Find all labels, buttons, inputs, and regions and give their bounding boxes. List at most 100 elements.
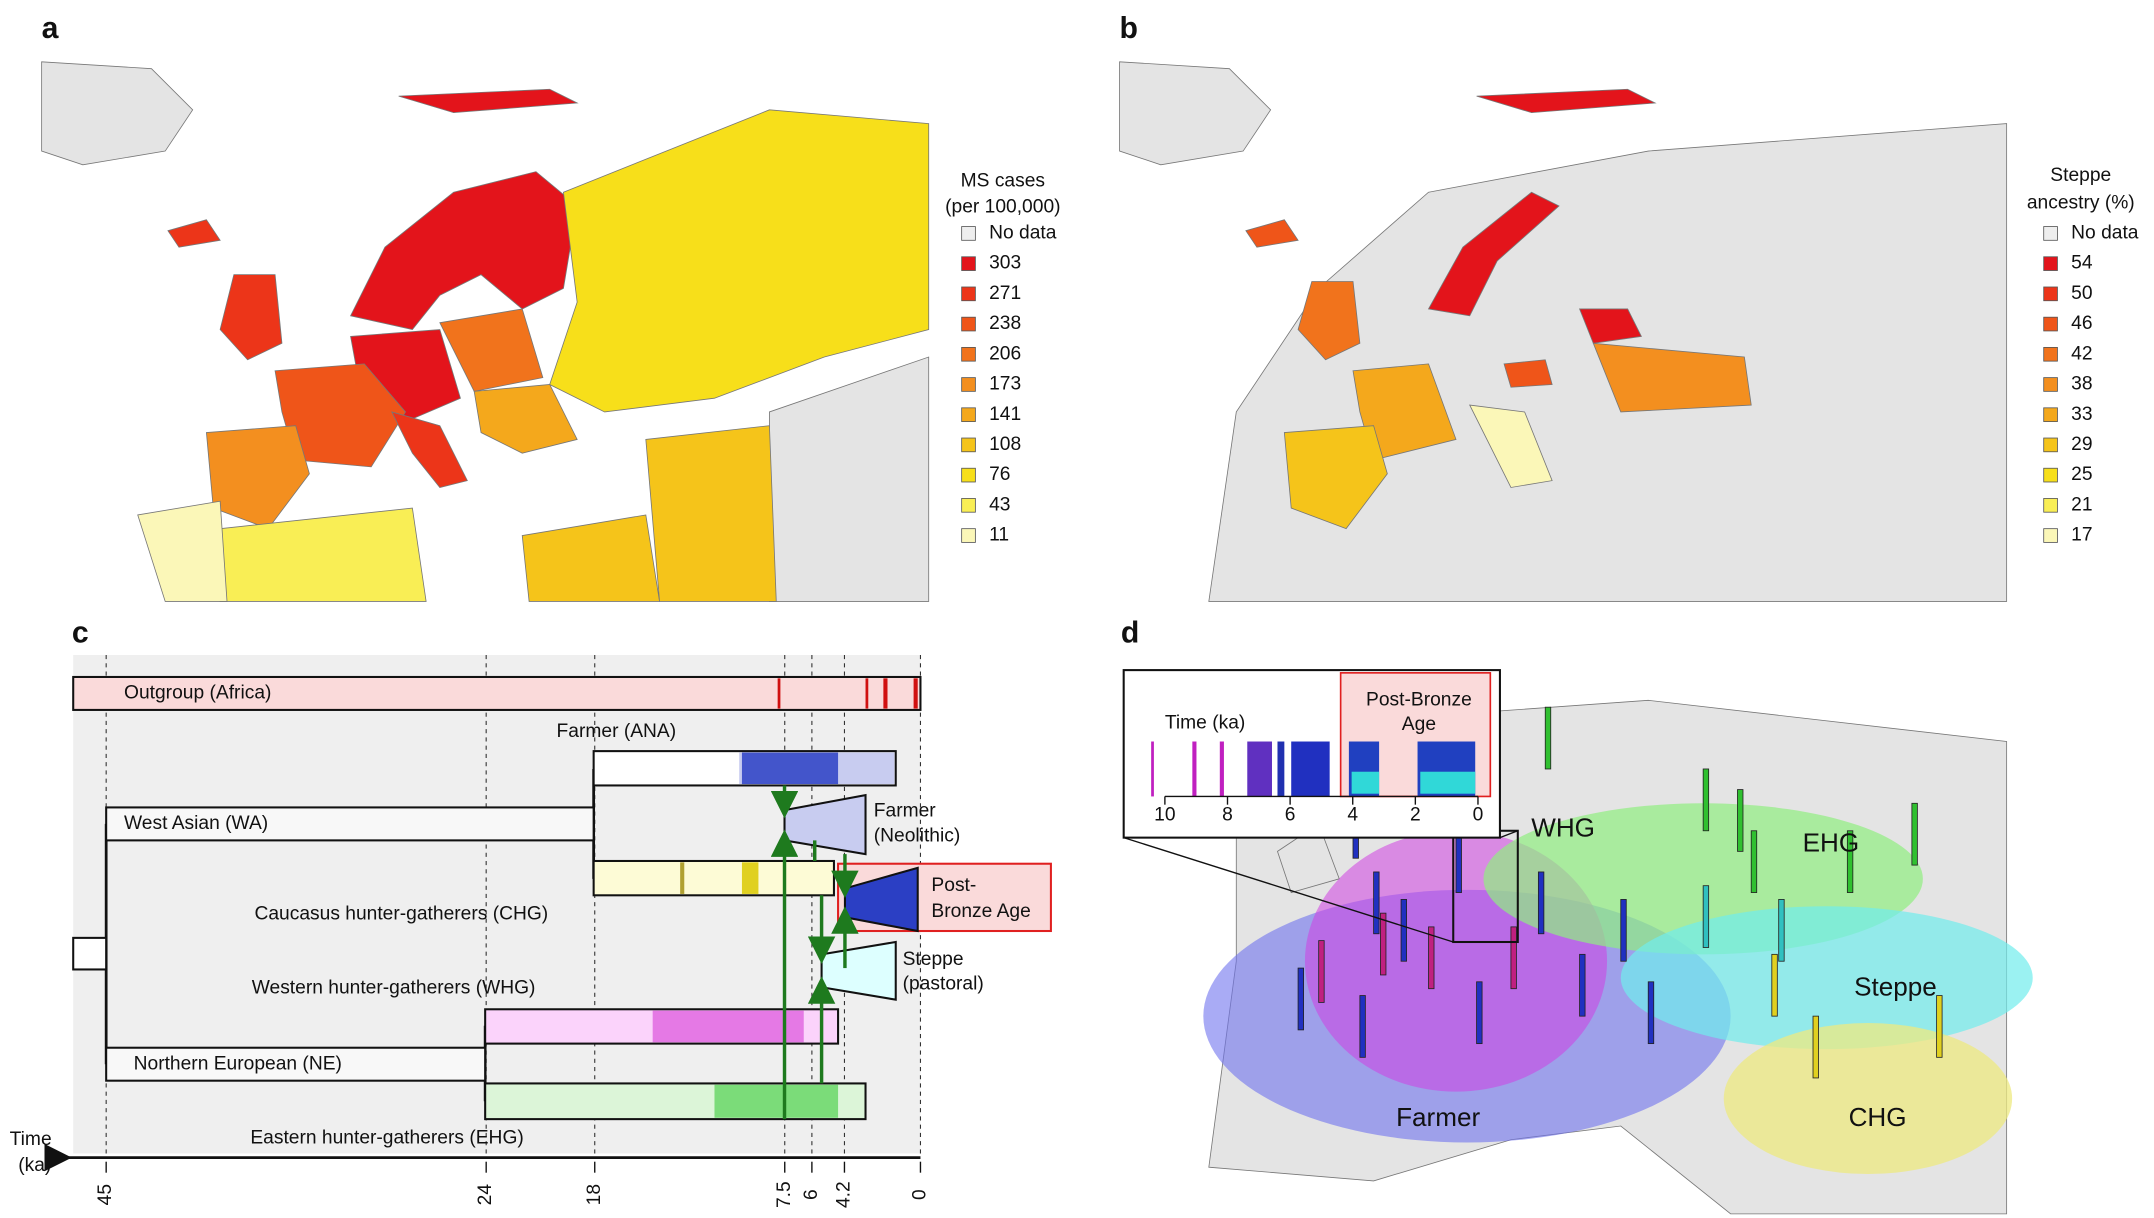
- legend-label: No data: [2071, 223, 2139, 244]
- legend-title: Steppe: [2050, 165, 2111, 186]
- sample-bar: [1400, 899, 1407, 962]
- legend-swatch: [961, 528, 976, 543]
- legend-swatch: [2043, 316, 2058, 332]
- sample-bar: [1297, 967, 1304, 1031]
- ana-samples: [741, 752, 839, 785]
- legend-label: 206: [989, 343, 1021, 364]
- x-tick-label: 2: [1410, 805, 1421, 826]
- x-tick-label: 45: [95, 1184, 116, 1205]
- sample-bar: [1846, 830, 1854, 893]
- inset-bar: [1420, 771, 1476, 794]
- inset-bar: [1277, 741, 1285, 797]
- x-tick-label: 24: [475, 1184, 496, 1206]
- x-axis: 45 24 18 7.5 6 4.2 0: [95, 1161, 931, 1208]
- inset-bar: [1247, 741, 1272, 797]
- inset-bar: [1351, 771, 1380, 794]
- legend-swatch: [961, 226, 976, 241]
- group-label: Western hunter-gatherers (WHG): [252, 978, 536, 999]
- legend-label: 76: [989, 464, 1010, 485]
- axis-label: (ka): [18, 1155, 51, 1176]
- sample-bar: [1737, 789, 1744, 852]
- legend-label: 54: [2071, 253, 2093, 274]
- sample-bar: [1537, 871, 1545, 935]
- map-b: [1119, 57, 2008, 602]
- sample-bar: [1359, 995, 1366, 1058]
- sample-bar: [1702, 768, 1710, 832]
- legend-swatch: [961, 377, 976, 392]
- sample-bar: [1428, 926, 1435, 990]
- region-label: EHG: [1803, 827, 1860, 857]
- inset-box-label: Post-Bronze: [1366, 689, 1472, 710]
- root-box: [72, 936, 108, 971]
- sample-bar: [1510, 926, 1517, 990]
- region-label: Farmer: [1396, 1102, 1480, 1132]
- sample-bar: [1373, 871, 1380, 935]
- legend-label: 238: [989, 313, 1021, 334]
- axis-label: Time: [10, 1129, 52, 1150]
- x-tick-label: 4: [1347, 805, 1358, 826]
- inset-box-label: Age: [1402, 714, 1436, 735]
- legend-label: 21: [2071, 494, 2092, 515]
- legend-swatch: [961, 316, 976, 332]
- x-tick-label: 4.2: [834, 1181, 855, 1208]
- legend-swatch: [961, 437, 976, 453]
- x-tick-label: 8: [1222, 805, 1233, 826]
- sample-bar: [1579, 953, 1586, 1017]
- steppe-trapezoid: [820, 940, 897, 1001]
- x-tick-label: 10: [1154, 805, 1175, 826]
- legend-label: 173: [989, 374, 1021, 395]
- group-label: Farmer (ANA): [557, 721, 677, 742]
- sample-bar: [1911, 802, 1918, 866]
- sample-bar: [1380, 912, 1387, 976]
- legend-swatch: [961, 467, 976, 483]
- legend-swatch: [961, 498, 976, 513]
- legend-swatch: [961, 256, 976, 271]
- inset-bar: [1219, 741, 1224, 797]
- x-tick-label: 6: [1285, 805, 1296, 826]
- legend-swatch: [2043, 377, 2058, 392]
- wa-box: [105, 806, 595, 842]
- legend-swatch: [961, 346, 976, 362]
- legend-swatch: [2043, 407, 2058, 422]
- legend: No data 303 271 238 206 173 141 108 76 43 11: [961, 223, 1057, 546]
- legend-label: 108: [989, 434, 1021, 455]
- region-label: CHG: [1849, 1102, 1907, 1132]
- inset-bar: [1192, 741, 1197, 797]
- x-tick-label: 7.5: [774, 1181, 795, 1208]
- sample-bar: [1620, 899, 1627, 962]
- panel-label: c: [72, 616, 89, 649]
- legend-swatch: [2043, 226, 2058, 241]
- sample-bar: [1771, 953, 1778, 1017]
- inset-bar: [1151, 741, 1154, 797]
- x-tick-label: 18: [584, 1184, 605, 1205]
- legend-label: No data: [989, 223, 1057, 244]
- legend-swatch: [2043, 437, 2058, 453]
- sample-bar: [1318, 940, 1325, 1003]
- migration-arrows: [770, 785, 859, 1120]
- panel-label: b: [1120, 12, 1138, 45]
- legend-swatch: [961, 286, 976, 302]
- legend-swatch: [2043, 498, 2058, 513]
- legend-label: 17: [2071, 525, 2092, 546]
- legend-label: 25: [2071, 464, 2092, 485]
- chg-box: [592, 859, 835, 897]
- inset-bars: [1151, 741, 1476, 797]
- sample-bar: [1936, 995, 1943, 1058]
- group-label: Bronze Age: [931, 901, 1030, 922]
- legend: No data 54 50 46 42 38 33 29 25 21 17: [2043, 223, 2139, 546]
- sample-bar: [1476, 981, 1483, 1045]
- inset-axis-label: Time (ka): [1165, 713, 1245, 734]
- legend-label: 46: [2071, 313, 2092, 334]
- x-tick-label: 0: [1473, 805, 1484, 826]
- legend-title: (per 100,000): [945, 196, 1060, 217]
- x-tick-label: 6: [801, 1189, 822, 1200]
- legend-label: 50: [2071, 283, 2092, 304]
- panel-label: d: [1121, 616, 1139, 649]
- group-label: Farmer: [874, 801, 937, 822]
- ne-box: [105, 1046, 487, 1082]
- legend-swatch: [2043, 286, 2058, 302]
- x-tick-label: 0: [910, 1189, 931, 1200]
- legend-label: 141: [989, 404, 1021, 425]
- legend-swatch: [2043, 528, 2058, 543]
